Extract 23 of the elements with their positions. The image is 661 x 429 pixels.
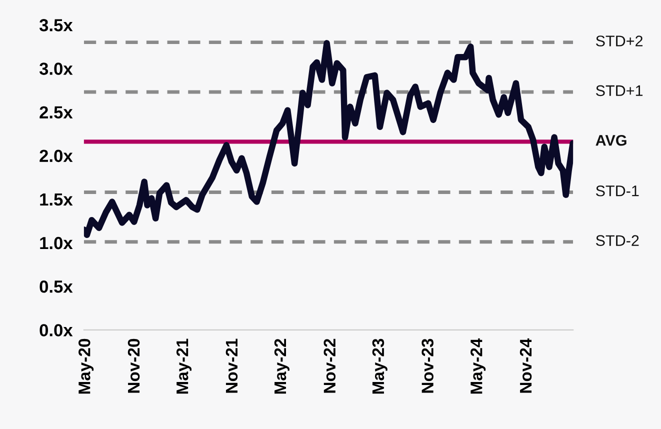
ref-line-label: STD+2 (596, 36, 643, 46)
y-tick-label: 1.0x (40, 236, 73, 250)
x-tick-label: May-23 (372, 338, 388, 394)
y-tick-label: 3.5x (39, 19, 73, 32)
x-tick-label: Nov-21 (226, 338, 238, 393)
x-tick-label: May-21 (176, 338, 192, 394)
x-tick-label: May-22 (274, 338, 290, 394)
y-tick-label: 2.5x (40, 106, 73, 118)
x-tick-label: May-24 (470, 338, 486, 394)
y-tick-label: 3.0x (39, 62, 73, 75)
ref-line-label: STD-1 (596, 185, 639, 196)
ref-line-label: STD+1 (596, 85, 643, 96)
x-tick-label: Nov-20 (128, 338, 140, 393)
x-tick-label: Nov-24 (520, 338, 532, 393)
x-tick-label: May-20 (78, 338, 94, 394)
y-tick-label: 0.0x (40, 324, 73, 336)
x-tick-label: Nov-23 (422, 338, 434, 393)
y-tick-label: 2.0x (40, 150, 73, 162)
x-tick-label: Nov-22 (324, 338, 336, 393)
ref-line-label: AVG (596, 134, 626, 146)
ref-line-label: STD-2 (596, 235, 639, 246)
y-tick-label: 1.5x (40, 194, 73, 206)
y-tick-label: 0.5x (40, 280, 73, 293)
